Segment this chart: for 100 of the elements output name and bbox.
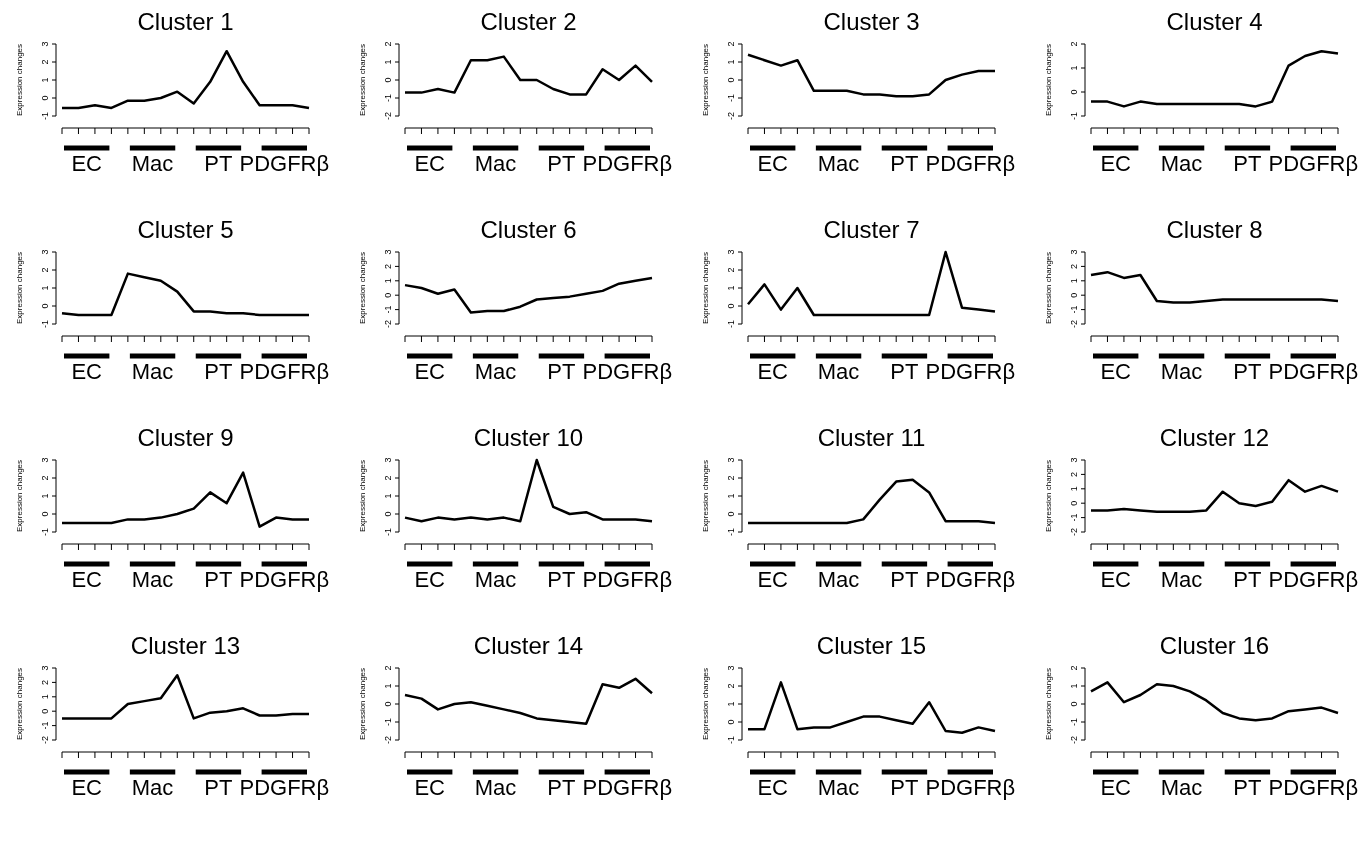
y-tick-label: 2 (383, 475, 393, 481)
text: EC (1100, 775, 1132, 800)
y-tick-label: -2 (1069, 319, 1079, 329)
chart-title: Cluster 3 (823, 8, 920, 35)
y-tick-label: -2 (726, 111, 736, 121)
chart-title: Cluster 7 (823, 216, 920, 243)
y-tick-label: 3 (726, 249, 736, 255)
y-axis-title: Expression changes (1044, 251, 1053, 325)
y-tick-label: 0 (40, 303, 50, 309)
y-tick-label: 0 (383, 77, 393, 83)
text: PDGFRβ (239, 775, 330, 800)
y-tick-label: 3 (1069, 249, 1079, 255)
text: Mac (817, 359, 860, 384)
chart-title: Cluster 1 (137, 8, 234, 35)
chart-title: Cluster 9 (137, 424, 234, 451)
y-tick-label: -2 (383, 111, 393, 121)
chart-title: Cluster 8 (1166, 216, 1263, 243)
text: Mac (131, 775, 174, 800)
text: PDGFRβ (925, 567, 1016, 592)
y-tick-label: 3 (40, 249, 50, 255)
y-tick-label: 3 (726, 665, 736, 671)
y-tick-label: -1 (1069, 305, 1079, 314)
text: Mac (1160, 151, 1203, 176)
text: PT (1233, 359, 1262, 384)
text: EC (414, 567, 446, 592)
y-tick-label: -1 (1069, 717, 1079, 727)
text: PT (1233, 151, 1262, 176)
y-tick-label: -1 (726, 319, 736, 329)
text: PDGFRβ (925, 359, 1016, 384)
text: PT (547, 359, 576, 384)
y-tick-label: 0 (383, 511, 393, 517)
chart-title: Cluster 6 (480, 216, 577, 243)
y-tick-label: 2 (40, 59, 50, 65)
y-tick-label: 0 (1069, 701, 1079, 707)
y-tick-label: 2 (1069, 263, 1079, 269)
y-tick-label: 0 (1069, 500, 1079, 506)
y-tick-label: 1 (40, 493, 50, 499)
y-tick-label: -2 (1069, 735, 1079, 745)
y-tick-label: 0 (726, 719, 736, 725)
text: EC (1100, 567, 1132, 592)
text: Mac (1160, 567, 1203, 592)
text: PDGFRβ (925, 775, 1016, 800)
line-series (1089, 681, 1340, 722)
y-axis-title: Expression changes (1044, 667, 1053, 741)
y-tick-label: 2 (726, 267, 736, 273)
line-series (60, 471, 311, 528)
y-tick-label: 1 (40, 285, 50, 291)
y-tick-label: 1 (383, 683, 393, 689)
y-tick-label: 1 (726, 701, 736, 707)
y-axis-title: Expression changes (1044, 43, 1053, 117)
text: Mac (474, 567, 517, 592)
text: PDGFRβ (1268, 775, 1359, 800)
text: Mac (131, 359, 174, 384)
y-tick-label: 2 (1069, 41, 1079, 47)
chart-title: Cluster 4 (1166, 8, 1263, 35)
line-series (746, 53, 997, 98)
y-tick-label: 1 (1069, 683, 1079, 689)
y-tick-label: 2 (40, 679, 50, 685)
y-tick-label: -1 (40, 319, 50, 329)
y-tick-label: 0 (726, 77, 736, 83)
y-tick-label: -1 (383, 93, 393, 103)
y-tick-label: -1 (1069, 111, 1079, 121)
y-tick-label: -1 (726, 93, 736, 103)
y-tick-label: 0 (726, 303, 736, 309)
text: PDGFRβ (582, 775, 673, 800)
text: PDGFRβ (582, 151, 673, 176)
y-tick-label: -1 (40, 111, 50, 121)
line-series (1089, 270, 1340, 304)
y-tick-label: 2 (40, 267, 50, 273)
y-tick-label: 2 (1069, 665, 1079, 671)
text: PT (204, 359, 233, 384)
text: Mac (474, 359, 517, 384)
line-series (60, 272, 311, 317)
text: PDGFRβ (239, 151, 330, 176)
text: EC (757, 775, 789, 800)
text: PT (890, 151, 919, 176)
chart-title: Cluster 16 (1159, 632, 1270, 659)
y-tick-label: 2 (726, 41, 736, 47)
text: Mac (817, 567, 860, 592)
y-tick-label: 2 (383, 41, 393, 47)
y-tick-label: 3 (40, 457, 50, 463)
y-tick-label: 2 (383, 665, 393, 671)
y-tick-label: 1 (726, 285, 736, 291)
text: PDGFRβ (582, 359, 673, 384)
text: PT (547, 151, 576, 176)
y-tick-label: 3 (1069, 457, 1079, 463)
chart-title: Cluster 5 (137, 216, 234, 243)
text: Mac (817, 151, 860, 176)
line-series (403, 677, 654, 726)
text: EC (414, 359, 446, 384)
y-tick-label: 0 (40, 511, 50, 517)
line-series (60, 673, 311, 720)
y-tick-label: 0 (40, 95, 50, 101)
y-tick-label: -1 (383, 717, 393, 727)
y-tick-label: 0 (726, 511, 736, 517)
text: Mac (474, 775, 517, 800)
y-tick-label: -1 (1069, 513, 1079, 522)
text: PT (547, 567, 576, 592)
y-tick-label: 1 (1069, 486, 1079, 492)
line-series (1089, 478, 1340, 514)
